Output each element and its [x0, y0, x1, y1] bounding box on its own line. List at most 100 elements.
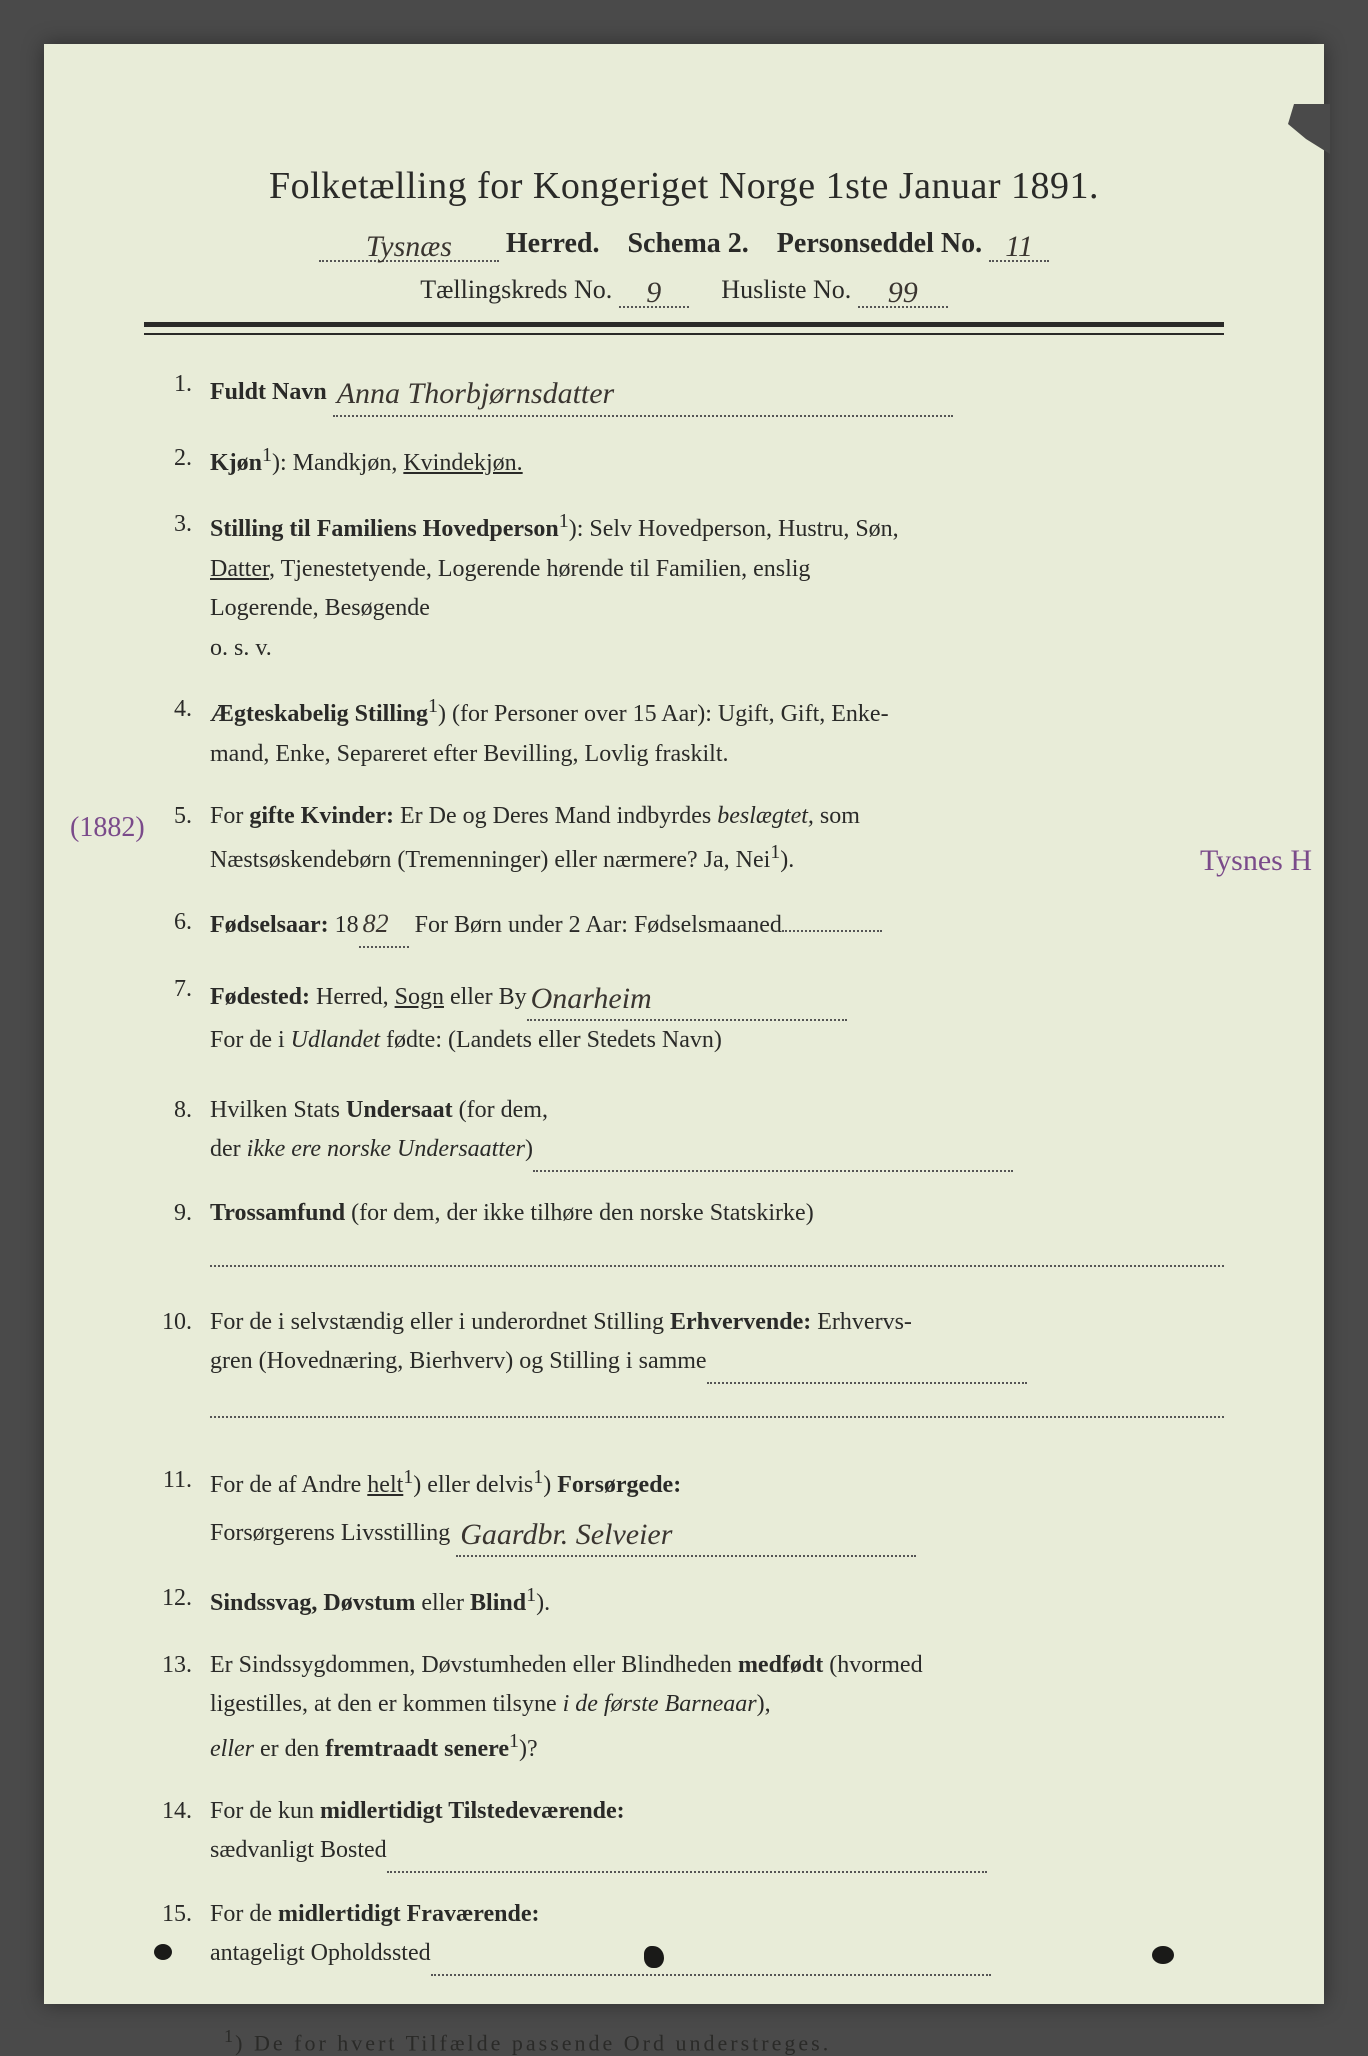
item-text: ): Selv Hovedperson, Hustru, Søn, [569, 516, 899, 542]
item-text: gren (Hovednæring, Bierhverv) og Stillin… [210, 1348, 707, 1374]
birth-year-value: 82 [363, 909, 389, 938]
name-value: Anna Thorbjørnsdatter [337, 369, 615, 419]
divider-thick [144, 322, 1224, 327]
torn-corner [1270, 104, 1330, 154]
item-text: ) (for Personer over 15 Aar): Ugift, Gif… [438, 701, 889, 727]
item-2: 2. Kjøn1): Mandkjøn, Kvindekjøn. [154, 439, 1224, 484]
item-label: midlertidigt Fraværende: [278, 1901, 540, 1927]
footnote-text: ) De for hvert Tilfælde passende Ord und… [235, 2030, 831, 2055]
item-text: Logerende, Besøgende [210, 595, 430, 621]
husliste-label: Husliste No. [721, 275, 851, 304]
herred-value: Tysnæs [366, 230, 452, 264]
census-form-page: Folketælling for Kongeriget Norge 1ste J… [44, 44, 1324, 2004]
personseddel-value: 11 [1005, 230, 1033, 264]
item-15: 15. For de midlertidigt Fraværende: anta… [154, 1895, 1224, 1976]
header-line-2: Tællingskreds No. 9 Husliste No. 99 [144, 272, 1224, 308]
item-7: 7. Fødested: Herred, Sogn eller ByOnarhe… [154, 970, 1224, 1061]
provider-value: Gaardbr. Selveier [460, 1510, 672, 1560]
footnote: 1) De for hvert Tilfælde passende Ord un… [144, 2026, 1224, 2056]
item-num: 8. [154, 1091, 210, 1172]
kreds-value: 9 [646, 276, 661, 310]
margin-year-note: (1882) [70, 812, 145, 844]
margin-herred-note: Tysnes H [1200, 844, 1312, 878]
item-text: sædvanligt Bosted [210, 1837, 387, 1863]
item-text: o. s. v. [210, 635, 272, 661]
item-text: eller [415, 1590, 470, 1616]
ink-spot [644, 1946, 664, 1968]
item-label: Sindssvag, Døvstum [210, 1590, 415, 1616]
item-text: Er Sindssygdommen, Døvstumheden eller Bl… [210, 1652, 738, 1678]
item-num: 9. [154, 1194, 210, 1281]
item-num: 1. [154, 365, 210, 417]
item-num: 15. [154, 1895, 210, 1976]
item-text: Herred, [310, 984, 395, 1010]
item-num: 3. [154, 505, 210, 668]
item-text: ikke ere norske Undersaatter [247, 1136, 525, 1162]
footnote-marker: 1 [224, 2026, 235, 2046]
item-label: Erhvervende: [670, 1309, 811, 1335]
item-label: gifte Kvinder: [249, 803, 394, 829]
item-label: Kjøn [210, 450, 262, 476]
item-text: (hvormed [823, 1652, 922, 1678]
item-num: 12. [154, 1579, 210, 1624]
item-text: Er De og Deres Mand indbyrdes [394, 803, 717, 829]
item-12: 12. Sindssvag, Døvstum eller Blind1). [154, 1579, 1224, 1624]
item-label: Fødested: [210, 984, 310, 1010]
item-5: 5. For gifte Kvinder: Er De og Deres Man… [154, 797, 1224, 881]
item-text: Erhvervs- [811, 1309, 912, 1335]
item-text: Næstsøskendebørn (Tremenninger) eller næ… [210, 847, 770, 873]
item-num: 11. [154, 1461, 210, 1557]
footnote-ref: 1 [533, 1466, 543, 1488]
item-text: For [210, 803, 249, 829]
item-label: Forsørgede: [557, 1472, 681, 1498]
item-6: 6. Fødselsaar: 1882 For Børn under 2 Aar… [154, 903, 1224, 948]
item-num: 7. [154, 970, 210, 1061]
item-14: 14. For de kun midlertidigt Tilstedevære… [154, 1792, 1224, 1873]
footnote-ref: 1 [262, 444, 272, 466]
item-label: midlertidigt Tilstedeværende: [320, 1798, 625, 1824]
item-text: mand, Enke, Separeret efter Bevilling, L… [210, 741, 729, 767]
item-text: ). [780, 847, 794, 873]
item-11: 11. For de af Andre helt1) eller delvis1… [154, 1461, 1224, 1557]
selected-option: Sogn [395, 984, 444, 1010]
item-text: For de [210, 1901, 278, 1927]
item-label: Fuldt Navn [210, 379, 327, 405]
item-text: (for dem, der ikke tilhøre den norske St… [345, 1200, 814, 1226]
herred-label: Herred. [506, 228, 600, 259]
item-text: som [814, 803, 860, 829]
item-num: 10. [154, 1303, 210, 1431]
item-8: 8. Hvilken Stats Undersaat (for dem, der… [154, 1091, 1224, 1172]
item-text: ). [536, 1590, 550, 1616]
item-text: i de første Barneaar [563, 1691, 757, 1717]
item-label: Ægteskabelig Stilling [210, 701, 428, 727]
item-text: ), [757, 1691, 771, 1717]
item-num: 4. [154, 690, 210, 774]
footnote-ref: 1 [526, 1584, 536, 1606]
birthplace-value: Onarheim [531, 974, 652, 1024]
ink-spot [154, 1944, 172, 1960]
item-3: 3. Stilling til Familiens Hovedperson1):… [154, 505, 1224, 668]
selected-option: Kvindekjøn. [403, 450, 522, 476]
item-num: 13. [154, 1646, 210, 1770]
item-4: 4. Ægteskabelig Stilling1) (for Personer… [154, 690, 1224, 774]
item-text: 18 [329, 912, 359, 938]
item-text: fødte: (Landets eller Stedets Navn) [380, 1027, 722, 1053]
item-text: ) [543, 1472, 557, 1498]
item-text: antageligt Opholdssted [210, 1940, 431, 1966]
item-label: Stilling til Familiens Hovedperson [210, 516, 559, 542]
item-text: For de af Andre [210, 1472, 367, 1498]
item-13: 13. Er Sindssygdommen, Døvstumheden elle… [154, 1646, 1224, 1770]
item-1: 1. Fuldt Navn Anna Thorbjørnsdatter [154, 365, 1224, 417]
footnote-ref: 1 [559, 510, 569, 532]
item-text: eller By [444, 984, 527, 1010]
item-label: medfødt [738, 1652, 823, 1678]
item-text: Hvilken Stats [210, 1097, 346, 1123]
item-text: ) [525, 1136, 533, 1162]
item-text: er den [254, 1736, 325, 1762]
item-text: ) eller delvis [413, 1472, 533, 1498]
blank-line [210, 1384, 1224, 1418]
header-line-1: Tysnæs Herred. Schema 2. Personseddel No… [144, 226, 1224, 262]
kreds-label: Tællingskreds No. [420, 275, 612, 304]
item-label: Undersaat [346, 1097, 453, 1123]
item-text: ligestilles, at den er kommen tilsyne [210, 1691, 563, 1717]
